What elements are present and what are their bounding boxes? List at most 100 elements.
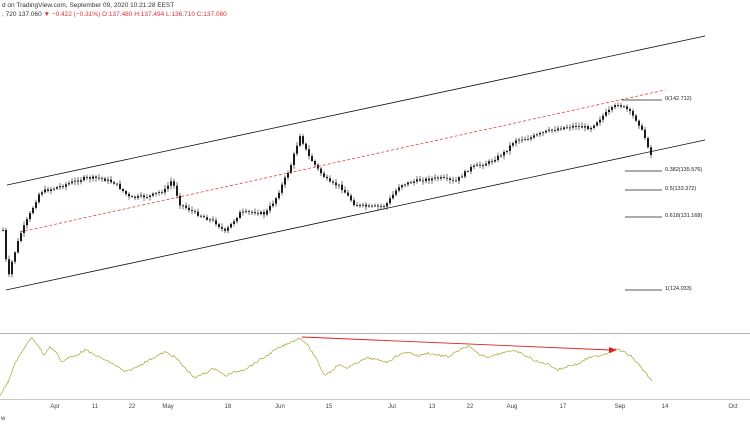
fib-level-label: 0.5(133.372)	[665, 186, 697, 192]
candle-body	[476, 164, 478, 166]
candle-body	[74, 180, 76, 182]
candle-body	[2, 229, 4, 231]
candle-body	[497, 155, 499, 161]
channel-midline[interactable]	[19, 89, 666, 233]
candle-body	[596, 122, 598, 126]
divergence-line[interactable]	[301, 336, 612, 351]
candle-body	[437, 177, 439, 179]
candle-body	[53, 188, 55, 190]
fib-level-label: 1(124.033)	[665, 286, 692, 292]
candle-body	[272, 203, 274, 206]
candle-body	[560, 128, 562, 130]
candle-body	[470, 166, 472, 172]
candle-body	[458, 177, 460, 181]
price-change: ▼ −0.422 (−0.31%)	[43, 11, 101, 18]
candle-body	[572, 125, 574, 128]
candle-body	[455, 180, 457, 182]
candle-body	[71, 181, 73, 184]
candle-body	[425, 178, 427, 182]
candle-body	[80, 180, 82, 182]
candle-body	[23, 225, 25, 234]
candle-body	[47, 189, 49, 192]
ohlc-line: , 720 137.060 ▼ −0.422 (−0.31%) O:137.48…	[2, 11, 227, 18]
time-tick-label: 22	[128, 404, 136, 410]
candle-body	[305, 143, 307, 150]
candle-body	[326, 176, 328, 179]
candle-body	[356, 205, 358, 206]
candle-body	[386, 203, 388, 207]
channel-upper-line[interactable]	[6, 35, 706, 186]
candle-body	[230, 223, 232, 228]
candle-body	[407, 182, 409, 185]
candle-body	[311, 155, 313, 162]
candle-body	[524, 139, 526, 141]
candle-body	[236, 218, 238, 222]
candle-body	[626, 106, 628, 110]
candle-body	[44, 189, 46, 193]
channel-lower-line[interactable]	[5, 139, 706, 291]
candle-body	[161, 192, 163, 194]
candle-body	[248, 211, 250, 212]
candle-body	[392, 194, 394, 199]
candle-body	[578, 126, 580, 128]
candle-body	[239, 212, 241, 219]
candle-body	[512, 143, 514, 146]
candle-body	[347, 192, 349, 196]
candle-body	[104, 178, 106, 181]
candle-body	[614, 105, 616, 108]
candle-body	[338, 184, 340, 186]
candle-body	[419, 179, 421, 181]
candle-body	[164, 188, 166, 193]
candle-body	[152, 193, 154, 196]
time-tick-label: 15	[325, 404, 333, 410]
time-tick-label: Apr	[50, 404, 60, 410]
candle-body	[539, 133, 541, 135]
pane-separator[interactable]	[0, 333, 750, 334]
candle-body	[20, 233, 22, 241]
candle-body	[188, 207, 190, 211]
candle-body	[200, 215, 202, 217]
candle-body	[413, 181, 415, 183]
candle-body	[341, 184, 343, 191]
candle-body	[263, 211, 265, 215]
time-axis-line	[0, 399, 750, 400]
candle-body	[374, 205, 376, 207]
candle-body	[335, 182, 337, 186]
candle-body	[416, 179, 418, 182]
candle-body	[509, 145, 511, 151]
candle-body	[95, 176, 97, 178]
candle-body	[536, 134, 538, 136]
candle-body	[269, 205, 271, 211]
candle-body	[143, 195, 145, 198]
candle-body	[368, 205, 370, 207]
candle-body	[308, 149, 310, 156]
candle-body	[422, 180, 424, 182]
candle-body	[584, 126, 586, 128]
candle-body	[602, 115, 604, 120]
candle-body	[638, 120, 640, 126]
candle-body	[146, 196, 148, 198]
candle-body	[593, 125, 595, 128]
candlestick-series	[2, 102, 652, 278]
candle-body	[137, 196, 139, 198]
candle-body	[290, 165, 292, 173]
candle-body	[599, 119, 601, 123]
candle-body	[107, 179, 109, 181]
candle-body	[452, 179, 454, 181]
candle-body	[569, 127, 571, 129]
candle-body	[167, 185, 169, 189]
candle-body	[533, 135, 535, 138]
candle-body	[11, 261, 13, 275]
candle-body	[491, 161, 493, 162]
candle-body	[344, 190, 346, 193]
candle-body	[131, 196, 133, 197]
fibonacci-levels[interactable]	[622, 99, 662, 291]
candle-body	[14, 252, 16, 262]
candle-body	[641, 125, 643, 130]
candle-body	[506, 150, 508, 152]
candle-body	[365, 204, 367, 207]
candle-body	[134, 196, 136, 198]
candle-body	[296, 145, 298, 154]
candle-body	[551, 129, 553, 131]
